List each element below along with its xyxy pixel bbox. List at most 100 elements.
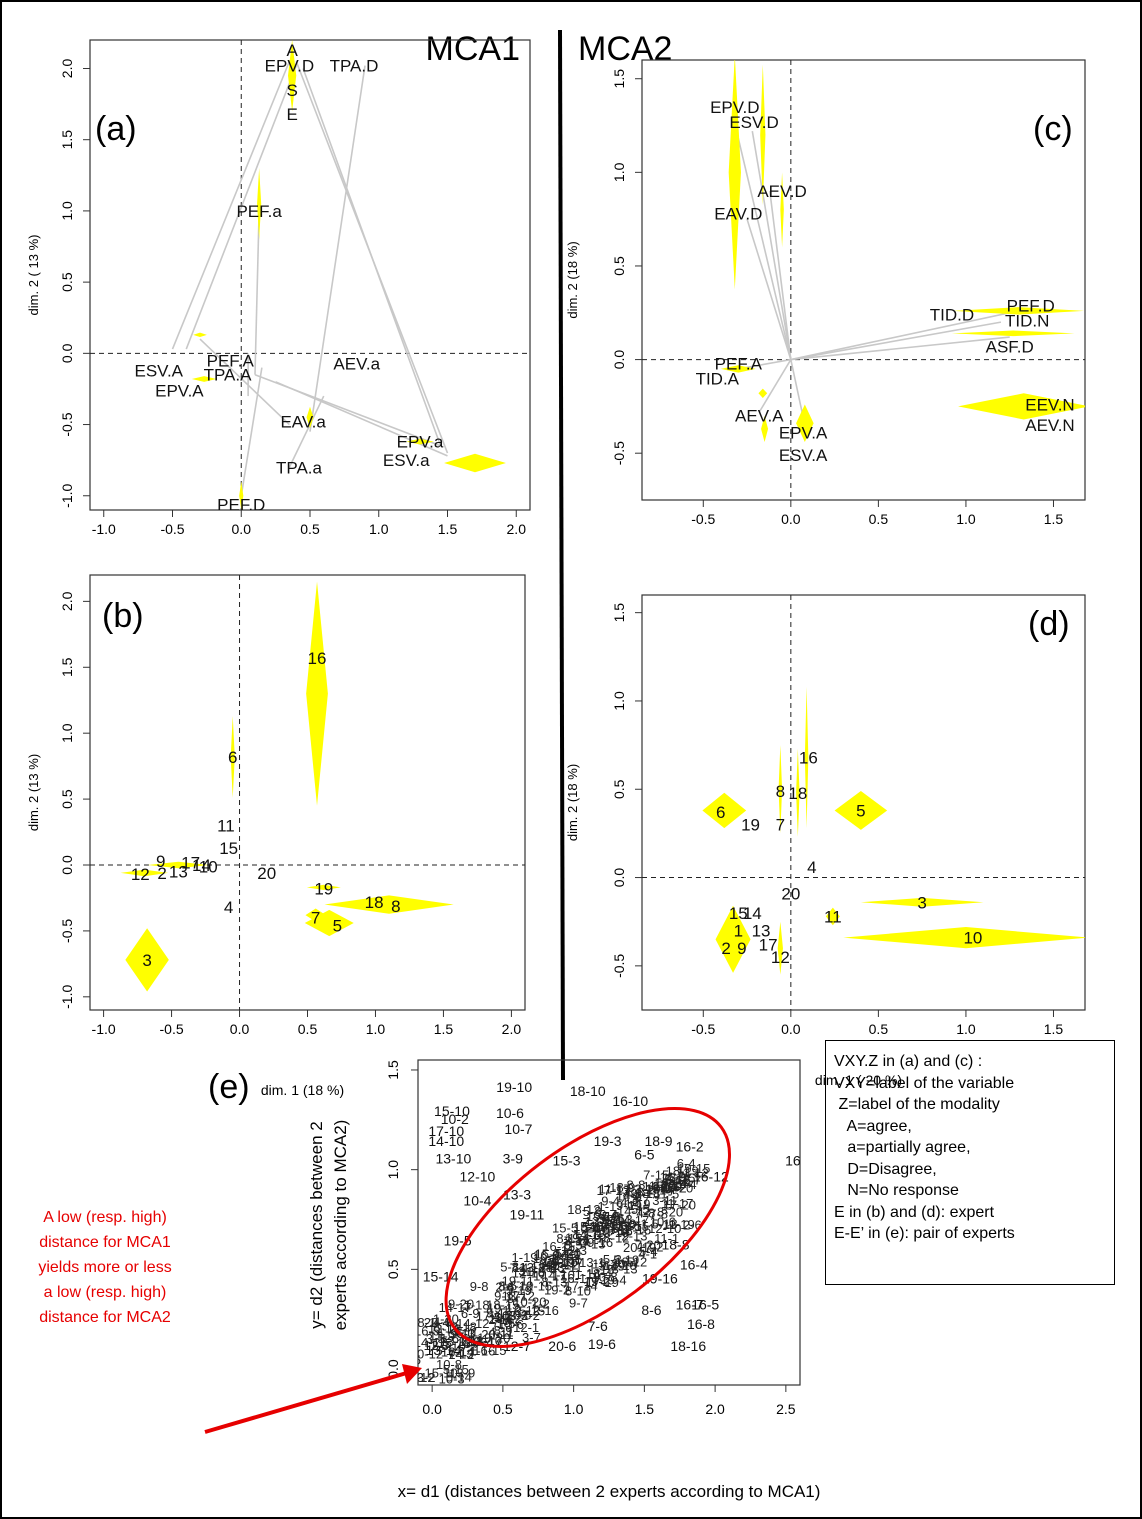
- pair-cloud-label: 13-18: [520, 1260, 553, 1275]
- confidence-diamond: [720, 365, 756, 373]
- x-tick-label: 1.0: [369, 521, 389, 537]
- point-label: EAV.D: [714, 205, 762, 224]
- link-segment: [769, 190, 792, 360]
- pair-cloud-label: 8-8: [627, 1177, 646, 1192]
- y-tick-label: 1.0: [611, 691, 627, 711]
- y-tick-label: 2.0: [59, 591, 75, 611]
- pair-cloud-label: 10-1: [533, 1251, 559, 1266]
- confidence-diamond: [239, 481, 244, 510]
- pair-cloud-label: 6-12: [621, 1254, 647, 1269]
- point-label: EEV.N: [1025, 396, 1074, 415]
- pair-cloud-label: 1-5: [497, 1316, 516, 1331]
- pair-cloud-label: 17-15: [662, 1170, 695, 1185]
- link-segment: [240, 367, 263, 496]
- confidence-diamond: [834, 791, 888, 830]
- pair-cloud-label: 13-1: [579, 1255, 605, 1270]
- point-label: 12-10: [460, 1169, 496, 1185]
- point-label: EPV.A: [155, 381, 204, 400]
- confidence-diamond: [958, 393, 1085, 420]
- x-tick-label: -1.0: [92, 521, 116, 537]
- pair-cloud-label: 3-13: [612, 1261, 638, 1276]
- point-label: 10-2: [441, 1111, 469, 1127]
- point-label: TID.N: [1005, 311, 1049, 330]
- pair-cloud-label: 12-15: [519, 1278, 552, 1293]
- pair-cloud-label: 11-5: [654, 1186, 679, 1201]
- pair-cloud-label: 18-4: [602, 1216, 628, 1231]
- y-axis-title: y= d2 (distances between 2: [307, 1121, 326, 1328]
- y-tick-label: 0.0: [611, 350, 627, 370]
- point-label: TPA.D: [330, 57, 379, 76]
- correlation-ellipse: [444, 1107, 731, 1348]
- pair-cloud-label: 4-3: [623, 1186, 642, 1201]
- x-tick-label: 1.5: [434, 1021, 454, 1037]
- annotation-line: yields more or less: [38, 1259, 172, 1276]
- x-tick-label: 0.5: [493, 1401, 513, 1417]
- pair-cloud-label: 3-7: [518, 1263, 537, 1278]
- point-label: EAV.a: [280, 413, 326, 432]
- x-tick-label: -0.5: [691, 511, 715, 527]
- pair-cloud-label: 3-11: [652, 1193, 677, 1208]
- pair-cloud-label: 3-2: [417, 1370, 436, 1385]
- pair-cloud-label: 18-15: [486, 1297, 519, 1312]
- pair-cloud-label: 19-1: [565, 1230, 591, 1245]
- pair-cloud-label: 13-9: [449, 1366, 475, 1381]
- pair-cloud-label: 10-6: [650, 1214, 676, 1229]
- x-tick-label: 0.5: [869, 511, 889, 527]
- pair-cloud-label: 9-13: [579, 1236, 605, 1251]
- point-label: 16: [785, 1153, 801, 1169]
- point-label: AEV.A: [735, 407, 784, 426]
- point-label: 19-6: [588, 1336, 616, 1352]
- pair-cloud-label: 16-5: [414, 1324, 440, 1339]
- pair-cloud-label: 14-7: [653, 1179, 679, 1194]
- pair-cloud-label: 14-12: [617, 1203, 650, 1218]
- point-label: 14-10: [428, 1133, 464, 1149]
- link-segment: [309, 65, 366, 432]
- point-label: 14: [743, 904, 762, 923]
- pair-cloud-label: 8-5: [498, 1278, 517, 1293]
- point-label: 6: [716, 803, 725, 822]
- pair-cloud-label: 5-8: [500, 1259, 519, 1274]
- pair-cloud-label: 19-12: [487, 1300, 520, 1315]
- y-tick-label: 1.5: [611, 69, 627, 89]
- pair-cloud-label: 9-16: [599, 1211, 625, 1226]
- pair-cloud-label: 16-1: [560, 1271, 586, 1286]
- pair-cloud-label: 18-1: [410, 1315, 436, 1330]
- pair-cloud-label: 7-18: [583, 1215, 609, 1230]
- annotation-text: A low (resp. high) distance for MCA1 yie…: [5, 1205, 205, 1330]
- pair-cloud-label: 8-13: [541, 1274, 567, 1289]
- x-tick-label: 0.5: [869, 1021, 889, 1037]
- pair-cloud-label: 10-8: [592, 1269, 618, 1284]
- pair-cloud-label: 7-15: [643, 1168, 669, 1183]
- confidence-diamond: [406, 438, 434, 445]
- y-tick-label: 0.5: [59, 789, 75, 809]
- pair-cloud-label: 19-15: [677, 1161, 710, 1176]
- pair-cloud-label: 14-17: [616, 1213, 649, 1228]
- pair-cloud-label: 19-2: [584, 1274, 610, 1289]
- point-label: 3: [142, 951, 151, 970]
- legend-line: VXY.Z in (a) and (c) :: [834, 1053, 983, 1070]
- x-axis-title: x= d1 (distances between 2 experts accor…: [398, 1482, 821, 1501]
- point-label: 3-9: [503, 1151, 523, 1167]
- pair-cloud-label: 7-13: [448, 1346, 474, 1361]
- pair-cloud-label: 8-1: [629, 1217, 648, 1232]
- x-tick-label: 1.5: [1044, 511, 1064, 527]
- pair-cloud-label: 11-8: [520, 1264, 545, 1279]
- pair-cloud-label: 3-5: [426, 1331, 445, 1346]
- link-segment: [751, 131, 792, 360]
- y-tick-label: 0.0: [59, 855, 75, 875]
- confidence-diamond: [760, 64, 766, 206]
- point-label: 18: [788, 784, 807, 803]
- x-tick-label: -0.5: [160, 1021, 184, 1037]
- y-tick-label: 1.0: [59, 201, 75, 221]
- x-axis-title: dim. 1 ( 20 %): [815, 1072, 902, 1088]
- pair-cloud-label: 15-19: [542, 1255, 575, 1270]
- pair-cloud-label: 9-7: [569, 1295, 588, 1310]
- y-axis-title: dim. 2 (13 %): [26, 754, 41, 831]
- point-label: 16-7: [676, 1296, 704, 1312]
- pair-cloud-label: 7-14: [564, 1233, 590, 1248]
- point-label: 19-3: [594, 1133, 622, 1149]
- pair-cloud-label: 13-11: [550, 1260, 582, 1275]
- pair-cloud-label: 9-4: [601, 1194, 620, 1209]
- pair-cloud-label: 4-11: [489, 1324, 514, 1339]
